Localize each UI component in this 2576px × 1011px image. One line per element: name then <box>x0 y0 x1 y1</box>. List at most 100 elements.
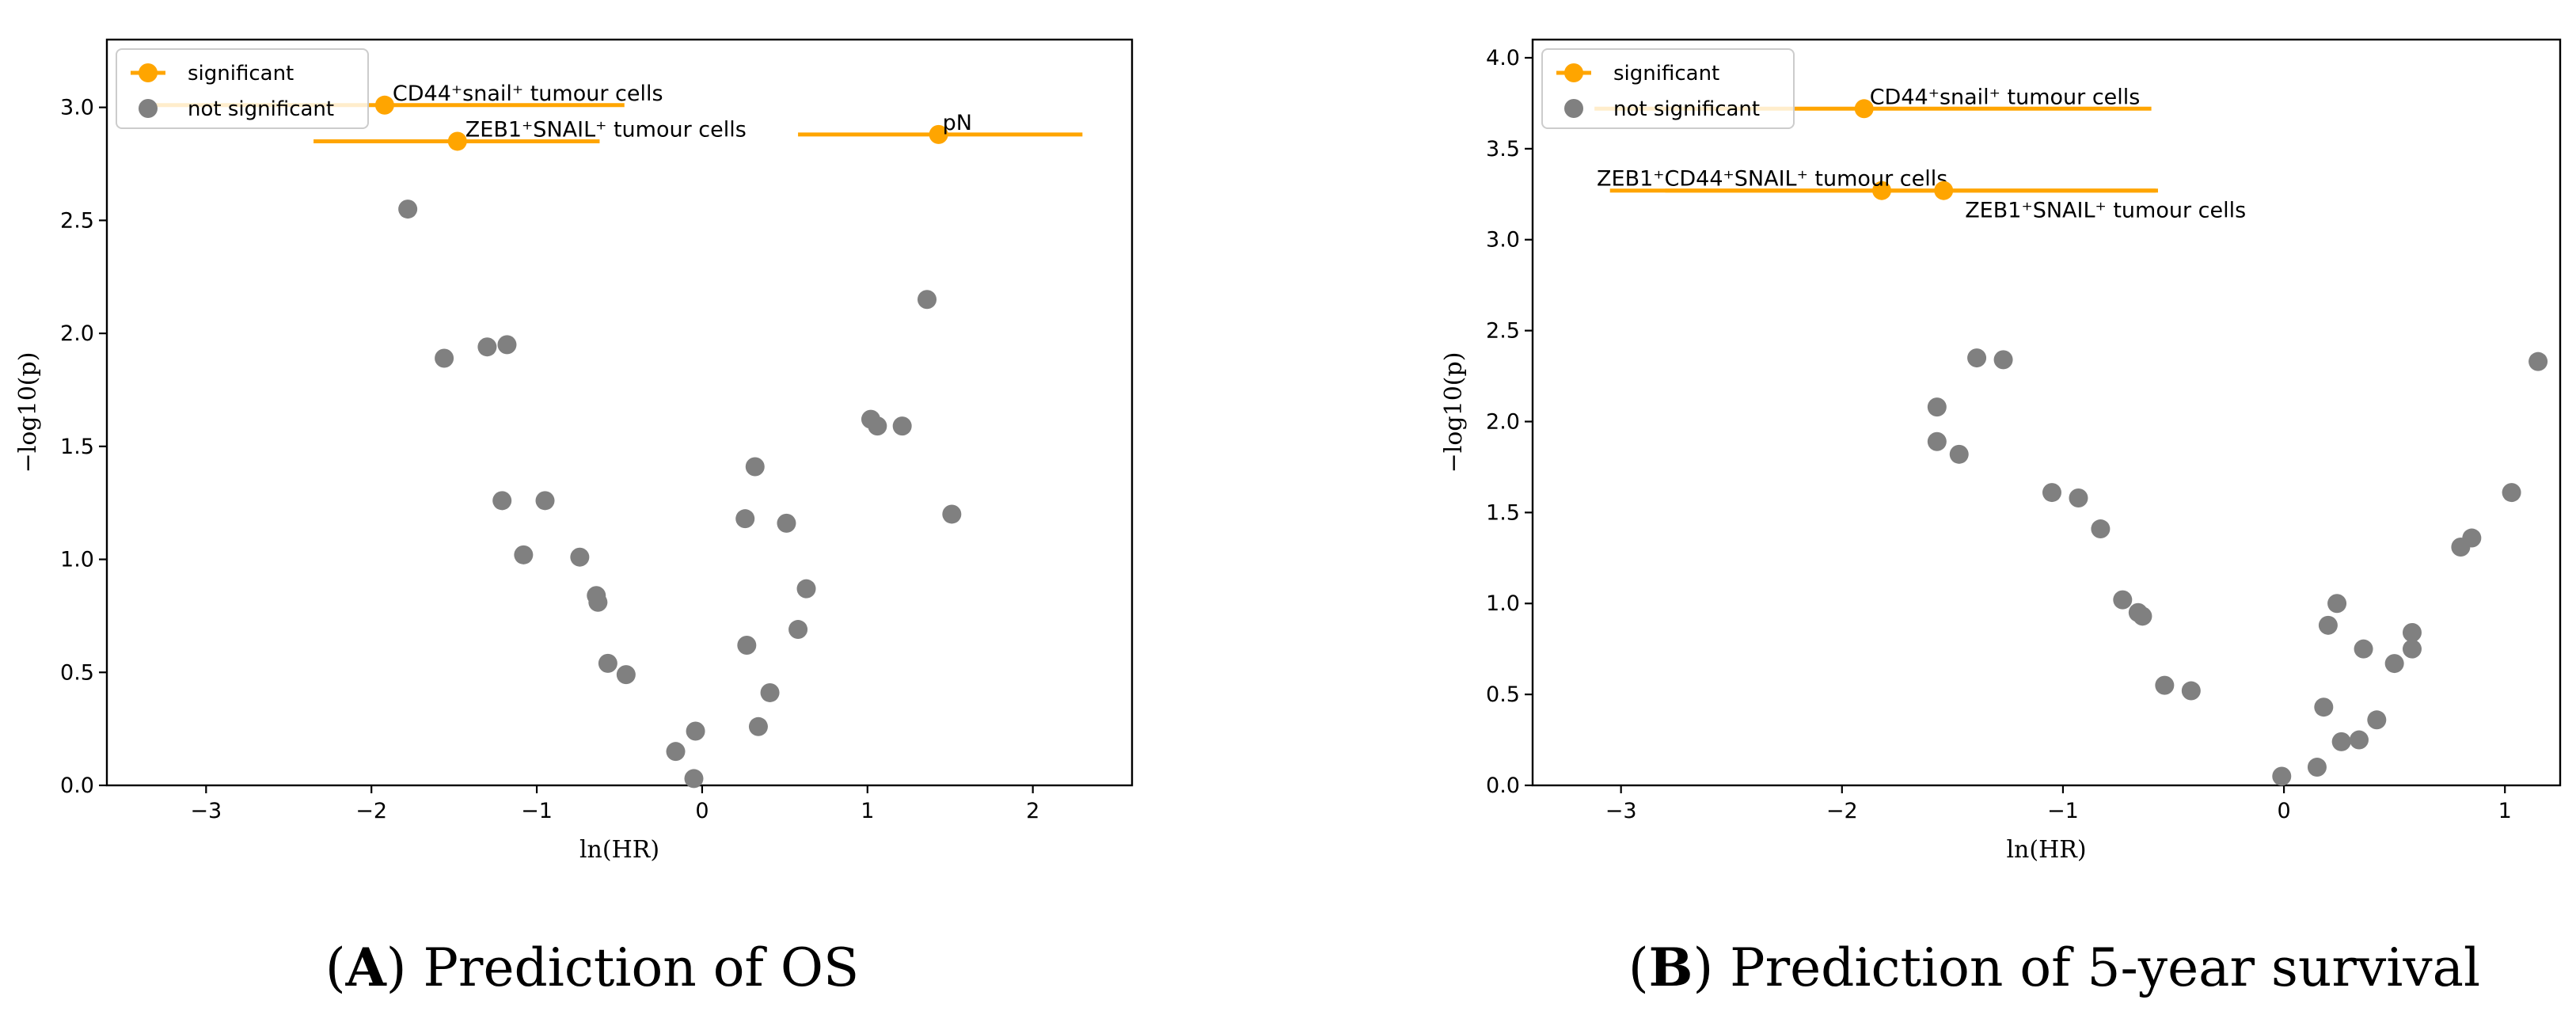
x-tick-label: 1 <box>2498 799 2512 823</box>
y-tick-label: 2.0 <box>1486 409 1520 434</box>
significant-point <box>1934 181 1954 200</box>
not-significant-point <box>1927 431 1947 451</box>
y-tick-label: 2.5 <box>1486 319 1520 344</box>
not-significant-point <box>777 513 796 533</box>
legend-not-significant-marker <box>139 99 158 118</box>
not-significant-point <box>598 653 617 673</box>
plot-frame <box>1531 38 2562 787</box>
not-significant-point <box>684 769 704 789</box>
y-axis-title: −log10(p) <box>1440 352 1468 473</box>
significant-label: pN <box>943 111 972 135</box>
not-significant-point <box>398 200 418 219</box>
y-tick-label: 0.5 <box>1486 682 1520 707</box>
x-tick-label: −2 <box>1826 799 1858 823</box>
legend-significant-marker <box>139 63 158 82</box>
not-significant-point <box>2318 615 2338 635</box>
y-tick-label: 0.5 <box>60 660 94 685</box>
caption-letter: A <box>345 937 387 998</box>
not-significant-point <box>2113 590 2133 610</box>
not-significant-point <box>2349 730 2369 750</box>
not-significant-point <box>1993 350 2013 370</box>
legend-not-significant-label: not significant <box>188 97 334 121</box>
y-tick-label: 4.0 <box>1486 46 1520 70</box>
not-significant-point <box>868 416 887 436</box>
not-significant-point <box>745 457 765 477</box>
y-tick-label: 2.5 <box>60 208 94 233</box>
y-tick-label: 3.0 <box>1486 228 1520 253</box>
not-significant-point <box>2042 483 2061 503</box>
not-significant-point <box>788 620 808 640</box>
x-axis-title: ln(HR) <box>2006 836 2086 864</box>
not-significant-point <box>2155 675 2175 695</box>
y-tick-label: 0.0 <box>60 773 94 798</box>
not-significant-point <box>686 721 705 741</box>
legend-significant-marker <box>1564 63 1583 82</box>
caption-close-paren: ) <box>386 937 407 998</box>
not-significant-point <box>2402 623 2422 643</box>
not-significant-point <box>570 547 590 567</box>
significant-point <box>374 95 394 115</box>
not-significant-point <box>748 716 768 736</box>
not-significant-point <box>2069 488 2088 507</box>
significant-label: CD44⁺snail⁺ tumour cells <box>1870 85 2141 109</box>
caption: (B) Prediction of 5-year survival <box>1628 937 2480 998</box>
caption-close-paren: ) <box>1693 937 1713 998</box>
caption-letter: B <box>1649 937 1693 998</box>
not-significant-point <box>535 491 555 511</box>
x-tick-label: −2 <box>355 799 387 823</box>
legend-significant-label: significant <box>188 62 294 86</box>
significant-label: ZEB1⁺SNAIL⁺ tumour cells <box>465 117 747 142</box>
legend-box <box>116 48 369 129</box>
not-significant-point <box>1949 444 1969 464</box>
y-axis-title: −log10(p) <box>14 352 42 473</box>
significant-point <box>1872 181 1892 200</box>
x-tick-label: −1 <box>521 799 553 823</box>
legend-significant-label: significant <box>1613 62 1719 86</box>
y-tick-label: 3.5 <box>1486 137 1520 162</box>
not-significant-point <box>514 545 534 564</box>
y-tick-label: 1.0 <box>1486 591 1520 616</box>
not-significant-point <box>477 337 497 357</box>
x-tick-label: −1 <box>2047 799 2079 823</box>
significant-point <box>1854 99 1874 119</box>
x-axis-title: ln(HR) <box>579 836 659 864</box>
y-tick-label: 0.0 <box>1486 773 1520 798</box>
not-significant-point <box>2402 639 2422 659</box>
not-significant-point <box>588 592 608 612</box>
significant-label: ZEB1⁺SNAIL⁺ tumour cells <box>1965 199 2246 223</box>
not-significant-point <box>2354 639 2373 659</box>
not-significant-point <box>737 636 757 656</box>
not-significant-point <box>492 491 512 511</box>
y-tick-label: 1.0 <box>60 548 94 572</box>
caption-open-paren: ( <box>325 937 346 998</box>
not-significant-point <box>1927 397 1947 417</box>
significant-label: CD44⁺snail⁺ tumour cells <box>393 82 663 106</box>
plot-frame <box>105 38 1134 787</box>
chart-5-year-survival: −3 −2 −1 0 1 0.0 0.5 1.0 1.5 2.0 2.5 3.0 3.5 4.0 ln(HR… <box>1440 38 2562 998</box>
not-significant-point <box>735 509 755 529</box>
not-significant-point <box>2384 654 2404 674</box>
x-tick-label: 0 <box>2277 799 2290 823</box>
x-tick-label: 1 <box>861 799 874 823</box>
not-significant-point <box>616 665 636 685</box>
not-significant-point <box>760 682 780 702</box>
caption-open-paren: ( <box>1628 937 1649 998</box>
caption: (A) Prediction of OS <box>325 937 859 998</box>
not-significant-point <box>2502 483 2521 503</box>
not-significant-point <box>796 579 816 599</box>
not-significant-point <box>2367 710 2387 730</box>
significant-point <box>447 131 467 151</box>
x-tick-label: 0 <box>695 799 709 823</box>
not-significant-point <box>2314 697 2334 717</box>
x-tick-label: −3 <box>1605 799 1637 823</box>
not-significant-point <box>918 290 937 310</box>
x-tick-label: 2 <box>1026 799 1039 823</box>
legend-not-significant-label: not significant <box>1613 97 1760 121</box>
legend-not-significant-marker <box>1564 99 1583 118</box>
not-significant-point <box>2181 681 2201 701</box>
caption-text: Prediction of OS <box>407 937 860 998</box>
not-significant-point <box>497 335 517 355</box>
chart-os: −3 −2 −1 0 1 2 0.0 0.5 1.0 1.5 2.0 2.5 3.0 ln(HR) −log… <box>14 38 1134 998</box>
caption-text: Prediction of 5-year survival <box>1713 937 2480 998</box>
